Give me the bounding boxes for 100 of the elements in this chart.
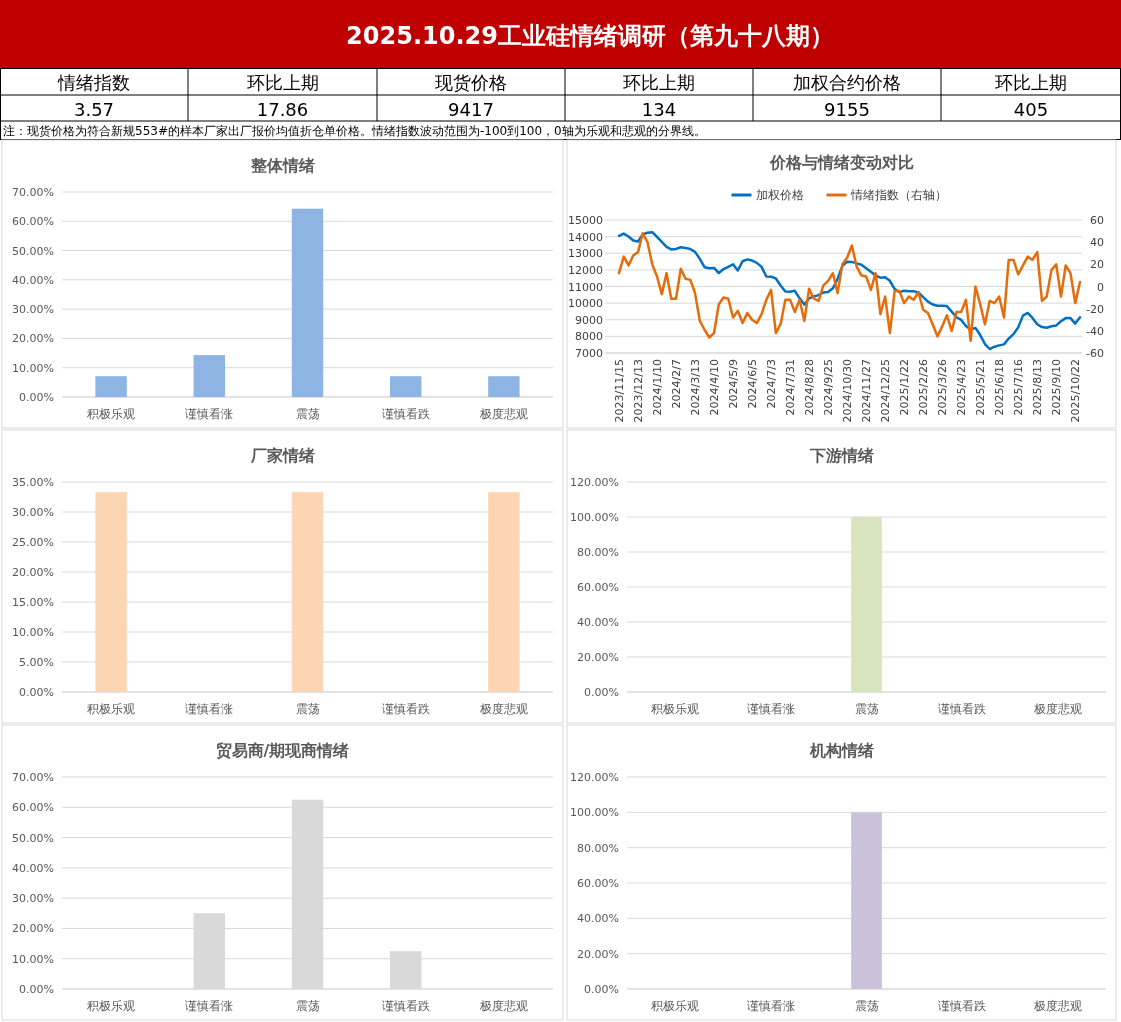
y-tick-label: 50.00%: [12, 831, 54, 845]
y-tick-label: 10.00%: [12, 361, 54, 375]
x-tick-label: 谨慎看涨: [185, 407, 234, 421]
y-tick-label: 70.00%: [12, 186, 54, 199]
y-tick-label: 50.00%: [12, 244, 54, 258]
y2-tick-label: -40: [1086, 324, 1104, 338]
x-tick-label: 2024/4/10: [708, 359, 722, 416]
text: 现货价格: [435, 72, 507, 93]
y-tick-label: 40.00%: [577, 912, 619, 926]
bar: [291, 208, 324, 397]
text: 环比上期: [995, 72, 1067, 93]
y-tick-label: 60.00%: [577, 581, 619, 594]
x-tick-label: 谨慎看涨: [185, 702, 234, 716]
x-tick-label: 2025/1/22: [898, 359, 912, 416]
y-tick-label: 20.00%: [577, 947, 619, 961]
x-tick-label: 2025/9/10: [1050, 359, 1064, 416]
x-tick-label: 谨慎看跌: [381, 702, 430, 716]
y2-tick-label: 0: [1097, 280, 1104, 294]
chart-title: 下游情绪: [808, 446, 874, 465]
bar: [389, 376, 422, 397]
x-tick-label: 极度悲观: [1033, 702, 1083, 716]
y-tick-label: 8000: [575, 330, 603, 344]
text: 17.86: [256, 99, 309, 120]
y-tick-label: 60.00%: [12, 801, 54, 815]
text: 环比上期: [623, 72, 695, 93]
x-tick-label: 谨慎看跌: [938, 999, 987, 1013]
x-tick-label: 震荡: [854, 702, 879, 716]
text: 9155: [824, 99, 870, 120]
legend-label: 加权价格: [755, 188, 804, 202]
y-tick-label: 120.00%: [570, 476, 619, 489]
y-tick-label: 15000: [568, 214, 603, 227]
x-tick-label: 2024/10/30: [841, 359, 855, 423]
y-tick-label: 13000: [568, 247, 603, 261]
x-tick-label: 谨慎看跌: [381, 407, 430, 421]
x-tick-label: 积极乐观: [87, 702, 136, 716]
x-tick-label: 2023/11/15: [613, 359, 626, 423]
x-tick-label: 震荡: [295, 702, 320, 716]
x-tick-label: 谨慎看跌: [381, 999, 430, 1013]
y-tick-label: 60.00%: [577, 877, 619, 890]
y-tick-label: 10.00%: [12, 626, 54, 639]
text: 环比上期: [246, 72, 319, 93]
x-tick-label: 极度悲观: [478, 407, 528, 421]
x-tick-label: 积极乐观: [87, 999, 136, 1013]
y-tick-label: 9000: [575, 313, 603, 327]
x-tick-label: 2025/10/22: [1069, 359, 1083, 423]
y-tick-label: 10.00%: [12, 952, 54, 966]
y-tick-label: 20.00%: [577, 651, 619, 664]
x-tick-label: 2023/12/13: [632, 359, 646, 423]
y-tick-label: 5.00%: [19, 656, 54, 669]
text: 2025.10.29工业硅情绪调研（第九十八期）: [346, 22, 834, 50]
x-tick-label: 2024/1/10: [651, 359, 665, 416]
text: 注：现货价格为符合新规553#的样本厂家出厂报价均值折仓单价格。情绪指数波动范围为-100到100，0轴为乐观和悲观的分界线。: [3, 124, 706, 138]
bar: [95, 376, 127, 397]
y-tick-label: 12000: [568, 263, 603, 277]
y-tick-label: 80.00%: [577, 841, 619, 855]
legend-label: 情绪指数（右轴）: [849, 188, 947, 202]
y-tick-label: 25.00%: [12, 536, 54, 549]
chart-title: 整体情绪: [249, 156, 315, 175]
chart-title: 价格与情绪变动对比: [768, 153, 914, 172]
chart-title: 厂家情绪: [249, 446, 315, 465]
x-tick-label: 谨慎看跌: [938, 702, 987, 716]
y-tick-label: 20.00%: [12, 332, 54, 346]
y-tick-label: 30.00%: [12, 506, 54, 519]
x-tick-label: 震荡: [295, 407, 320, 421]
x-tick-label: 极度悲观: [1033, 999, 1083, 1013]
y-tick-label: 100.00%: [570, 511, 619, 524]
x-tick-label: 2024/6/5: [746, 359, 760, 409]
bar: [193, 355, 226, 397]
x-tick-label: 2024/9/25: [822, 359, 836, 416]
y-tick-label: 0.00%: [584, 686, 619, 699]
x-tick-label: 积极乐观: [87, 407, 136, 421]
y2-tick-label: -20: [1086, 302, 1104, 316]
text: 134: [641, 99, 677, 120]
y-tick-label: 30.00%: [12, 892, 54, 906]
x-tick-label: 2025/8/13: [1031, 359, 1045, 416]
y-tick-label: 30.00%: [12, 303, 54, 317]
chart-title: 机构情绪: [808, 741, 874, 760]
x-tick-label: 震荡: [295, 999, 320, 1013]
y-tick-label: 80.00%: [577, 546, 619, 559]
x-tick-label: 2025/4/23: [955, 359, 969, 416]
y-tick-label: 11000: [568, 280, 603, 294]
y-tick-label: 0.00%: [19, 391, 54, 404]
bar: [488, 376, 520, 397]
x-tick-label: 2024/8/28: [803, 359, 817, 416]
y-tick-label: 10000: [568, 297, 603, 311]
x-tick-label: 2024/5/9: [727, 359, 741, 409]
text: 3.57: [73, 99, 115, 120]
x-tick-label: 极度悲观: [478, 702, 528, 716]
x-tick-label: 2025/3/26: [936, 359, 950, 416]
x-tick-label: 2024/3/13: [689, 359, 703, 416]
x-tick-label: 2025/7/16: [1012, 359, 1026, 416]
x-tick-label: 2024/7/3: [765, 359, 779, 409]
text: 9417: [448, 99, 494, 120]
x-tick-label: 极度悲观: [478, 999, 528, 1013]
y-tick-label: 60.00%: [12, 215, 54, 229]
y-tick-label: 14000: [568, 230, 603, 244]
text: 情绪指数: [57, 72, 130, 93]
x-tick-label: 积极乐观: [650, 999, 699, 1013]
y-tick-label: 35.00%: [12, 476, 54, 489]
x-tick-label: 2024/11/27: [860, 359, 874, 423]
